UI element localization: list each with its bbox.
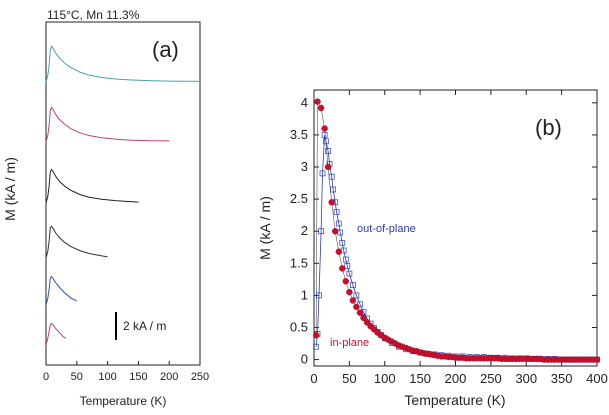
panel-a-trace-1 (45, 45, 200, 83)
panel-a-trace-5 (45, 275, 78, 306)
panel-b-x-ticks: 0 50 100 150 200 250 300 350 400 (310, 90, 608, 386)
panel-a-trace-4 (45, 225, 108, 259)
out-of-plane-point (319, 170, 326, 177)
panel-b-y-ticks: 0 0.5 1 1.5 2 2.5 3 3.5 4 (290, 95, 597, 367)
in-plane-point (356, 309, 364, 316)
out-of-plane-point (350, 282, 356, 288)
in-plane-point (321, 125, 328, 132)
out-of-plane-point (346, 270, 353, 277)
panel-a-x-tick-label: 100 (98, 371, 116, 383)
panel-b-y-tick-label: 0 (301, 352, 308, 367)
in-plane-point (360, 314, 367, 322)
panel-b-x-tick-label: 150 (409, 371, 431, 386)
panel-b-y-tick-label: 3 (301, 159, 308, 174)
out-of-plane-point (323, 138, 329, 145)
panel-b-x-tick-label: 400 (586, 371, 608, 386)
out-of-plane-point (318, 228, 324, 235)
panel-a-trace-2 (45, 106, 170, 143)
scale-bar-label: 2 kA / m (123, 319, 166, 333)
panel-b-y-tick-label: 1.5 (290, 255, 308, 270)
in-plane-point (312, 332, 320, 339)
in-plane-point (317, 104, 325, 112)
panel-b-y-tick-label: 2.5 (290, 191, 308, 206)
panel-a-label: (a) (152, 37, 179, 62)
panel-b-x-tick-label: 200 (445, 371, 467, 386)
panel-a-xlabel: Temperature (K) (80, 394, 167, 408)
panel-a-x-tick-label: 250 (191, 371, 209, 383)
out-of-plane-point (344, 263, 351, 269)
panel-b-ylabel: M (kA / m) (257, 196, 273, 260)
legend-in-plane: in-plane (330, 337, 369, 349)
panel-b-series (312, 98, 601, 363)
in-plane-point (335, 248, 342, 255)
panel-a-traces (45, 45, 200, 346)
panel-b-y-tick-label: 2 (301, 223, 308, 238)
panel-b-y-tick-label: 3.5 (290, 127, 308, 142)
in-plane-point (332, 227, 339, 235)
panel-a-trace-3 (45, 168, 139, 204)
panel-a-x-ticks: 0 50 100 150 200 250 (43, 361, 209, 383)
panel-b-label: (b) (535, 115, 562, 140)
panel-b-y-tick-label: 4 (301, 95, 308, 110)
panel-a-x-tick-label: 150 (129, 371, 147, 383)
panel-b-y-tick-label: 0.5 (290, 319, 308, 334)
out-of-plane-point (313, 343, 319, 350)
in-plane-point (346, 289, 353, 296)
panel-b-x-tick-label: 0 (310, 371, 317, 386)
panel-b-xlabel: Temperature (K) (404, 392, 505, 408)
in-plane-point (328, 199, 335, 206)
panel-b-x-tick-label: 50 (342, 371, 356, 386)
out-of-plane-point (353, 292, 360, 299)
panel-a-x-tick-label: 50 (71, 371, 83, 383)
in-plane-point (314, 98, 321, 105)
panel-a-title: 115°C, Mn 11.3% (47, 8, 140, 22)
out-of-plane-line (315, 134, 597, 361)
in-plane-point (339, 265, 346, 272)
panel-b-y-tick-label: 1 (301, 287, 308, 302)
panel-a-x-tick-label: 0 (43, 371, 49, 383)
panel-a-x-tick-label: 200 (160, 371, 178, 383)
in-plane-point (349, 297, 357, 304)
panel-b-x-tick-label: 350 (551, 371, 573, 386)
panel-a-axes-frame (45, 21, 201, 366)
in-plane-point (342, 278, 349, 285)
out-of-plane-point (316, 292, 322, 299)
out-of-plane-point (339, 239, 346, 246)
in-plane-point (324, 163, 332, 171)
out-of-plane-point (330, 186, 336, 193)
panel-b-x-tick-label: 100 (374, 371, 396, 386)
out-of-plane-point (333, 209, 340, 215)
out-of-plane-point (325, 148, 331, 154)
legend-out-of-plane: out-of-plane (357, 223, 416, 235)
out-of-plane-point (328, 173, 335, 180)
out-of-plane-point (335, 220, 342, 227)
panel-a-trace-6 (45, 322, 66, 346)
out-of-plane-point (342, 256, 349, 263)
panel-b-x-tick-label: 250 (480, 371, 502, 386)
in-plane-point (593, 356, 601, 363)
in-plane-point (353, 303, 360, 311)
panel-a-ylabel: M (kA / m) (2, 157, 18, 221)
panel-b-x-tick-label: 300 (515, 371, 537, 386)
out-of-plane-point (321, 132, 328, 138)
